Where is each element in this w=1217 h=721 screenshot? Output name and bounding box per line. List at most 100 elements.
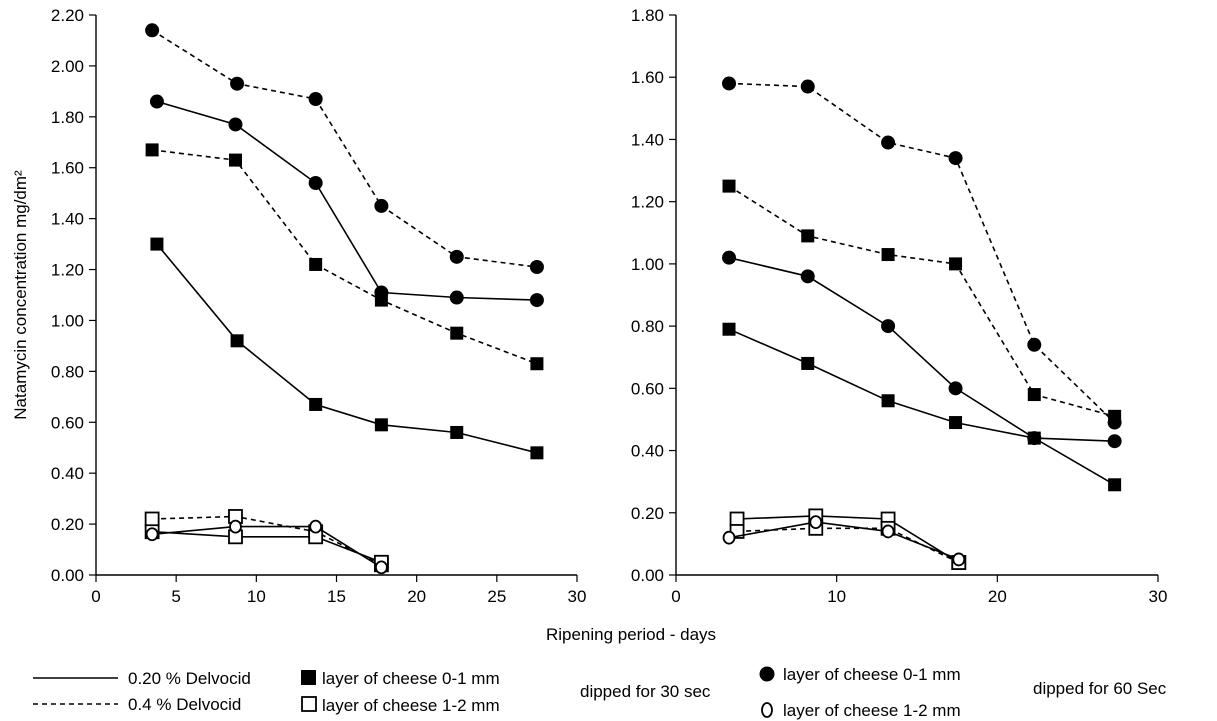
legend-filled-square-label: layer of cheese 0-1 mm (322, 669, 500, 688)
data-point (149, 94, 164, 109)
legend-filled-square-marker (301, 670, 316, 685)
data-point (881, 524, 895, 539)
data-point (529, 293, 544, 308)
data-point (948, 381, 963, 396)
data-point (1027, 337, 1042, 352)
legend-group-30: dipped for 30 sec (580, 682, 711, 701)
y-tick-label: 0.40 (631, 442, 664, 461)
data-point (230, 334, 244, 348)
data-point (530, 446, 544, 460)
y-tick-label: 0.60 (51, 413, 84, 432)
x-tick-label: 30 (568, 587, 587, 606)
y-tick-label: 2.20 (51, 6, 84, 25)
data-point (949, 416, 963, 430)
data-point (374, 293, 388, 307)
data-point (948, 151, 963, 166)
legend-solid-label: 0.20 % Delvocid (128, 669, 251, 688)
series-line-open-circle-solid (152, 525, 382, 569)
y-tick-label: 1.80 (631, 6, 664, 25)
legend-open-square-marker (301, 696, 317, 712)
y-tick-label: 2.00 (51, 57, 84, 76)
y-tick-label: 0.00 (631, 566, 664, 585)
y-tick-label: 1.40 (51, 210, 84, 229)
data-point (374, 418, 388, 432)
data-point (722, 322, 736, 336)
data-point (809, 515, 823, 530)
y-tick-label: 0.60 (631, 379, 664, 398)
y-tick-label: 1.00 (51, 311, 84, 330)
data-point (800, 79, 815, 94)
y-axis-label: Natamycin concentration mg/dm² (11, 170, 30, 420)
legend-dashed-label: 0.4 % Delvocid (128, 695, 241, 714)
legend-open-circle-marker (761, 702, 773, 718)
series-line-filled-circle-dashed (151, 29, 538, 268)
data-point (144, 511, 160, 527)
data-point (450, 326, 464, 340)
legend-open-circle-label: layer of cheese 1-2 mm (783, 701, 961, 720)
data-point (530, 357, 544, 371)
data-point (529, 260, 544, 274)
y-tick-label: 1.60 (51, 159, 84, 178)
y-tick-label: 0.20 (51, 515, 84, 534)
data-point (145, 527, 159, 542)
y-tick-label: 0.20 (631, 504, 664, 523)
x-tick-label: 25 (487, 587, 506, 606)
x-tick-label: 5 (171, 587, 180, 606)
x-axis-label: Ripening period - days (546, 625, 716, 644)
data-point (229, 519, 242, 534)
x-tick-label: 10 (827, 587, 846, 606)
series-line-filled-circle-solid (156, 100, 537, 301)
legend-filled-circle-marker (759, 666, 775, 682)
legend-group-60: dipped for 60 Sec (1033, 679, 1167, 698)
y-tick-label: 1.20 (631, 193, 664, 212)
data-point (881, 135, 896, 150)
data-point (309, 257, 323, 271)
series-line-open-square-dashed (152, 515, 382, 566)
data-point (374, 560, 388, 575)
x-tick-label: 10 (247, 587, 266, 606)
series-line-filled-circle-solid (728, 256, 1115, 442)
y-tick-label: 1.60 (631, 68, 664, 87)
legend: 0.20 % Delvocid 0.4 % Delvocid layer of … (33, 665, 1167, 720)
series-line-open-square-solid (152, 530, 382, 564)
data-point (722, 530, 736, 545)
y-tick-label: 0.80 (51, 362, 84, 381)
y-tick-label: 1.20 (51, 261, 84, 280)
legend-open-square-label: layer of cheese 1-2 mm (322, 696, 500, 715)
x-tick-label: 20 (407, 587, 426, 606)
series-line-filled-square-solid (156, 243, 538, 454)
y-tick-label: 1.40 (631, 130, 664, 149)
data-point (449, 249, 464, 264)
data-point (801, 229, 815, 243)
x-tick-label: 15 (327, 587, 346, 606)
data-point (801, 356, 815, 370)
data-point (729, 511, 745, 527)
right-panel: 0.00 0.20 0.40 0.60 0.80 1.00 1.20 1.40 1.60 1.80… (631, 6, 1168, 606)
data-point (881, 319, 896, 334)
data-point (145, 23, 160, 38)
x-tick-label: 20 (988, 587, 1007, 606)
data-point (449, 290, 464, 305)
data-point (952, 552, 966, 567)
data-point (800, 269, 815, 284)
data-point (228, 153, 242, 167)
data-point (722, 250, 737, 265)
data-point (145, 143, 159, 157)
x-tick-label: 30 (1149, 587, 1168, 606)
series-line-filled-circle-dashed (728, 82, 1116, 424)
y-tick-label: 0.80 (631, 317, 664, 336)
x-tick-label: 0 (91, 587, 100, 606)
y-tick-label: 1.00 (631, 255, 664, 274)
data-point (374, 198, 389, 213)
data-point (309, 519, 323, 534)
data-point (881, 248, 895, 262)
data-point (949, 257, 963, 271)
data-point (722, 179, 736, 193)
data-point (1107, 434, 1122, 449)
data-point (150, 237, 164, 251)
left-panel: 0.00 0.20 0.40 0.60 0.80 1.00 1.20 1.40 1.60 1.80… (51, 6, 587, 606)
y-tick-label: 0.40 (51, 464, 84, 483)
series-line-open-square-solid (737, 515, 960, 564)
series-line-open-circle-solid (728, 521, 960, 561)
